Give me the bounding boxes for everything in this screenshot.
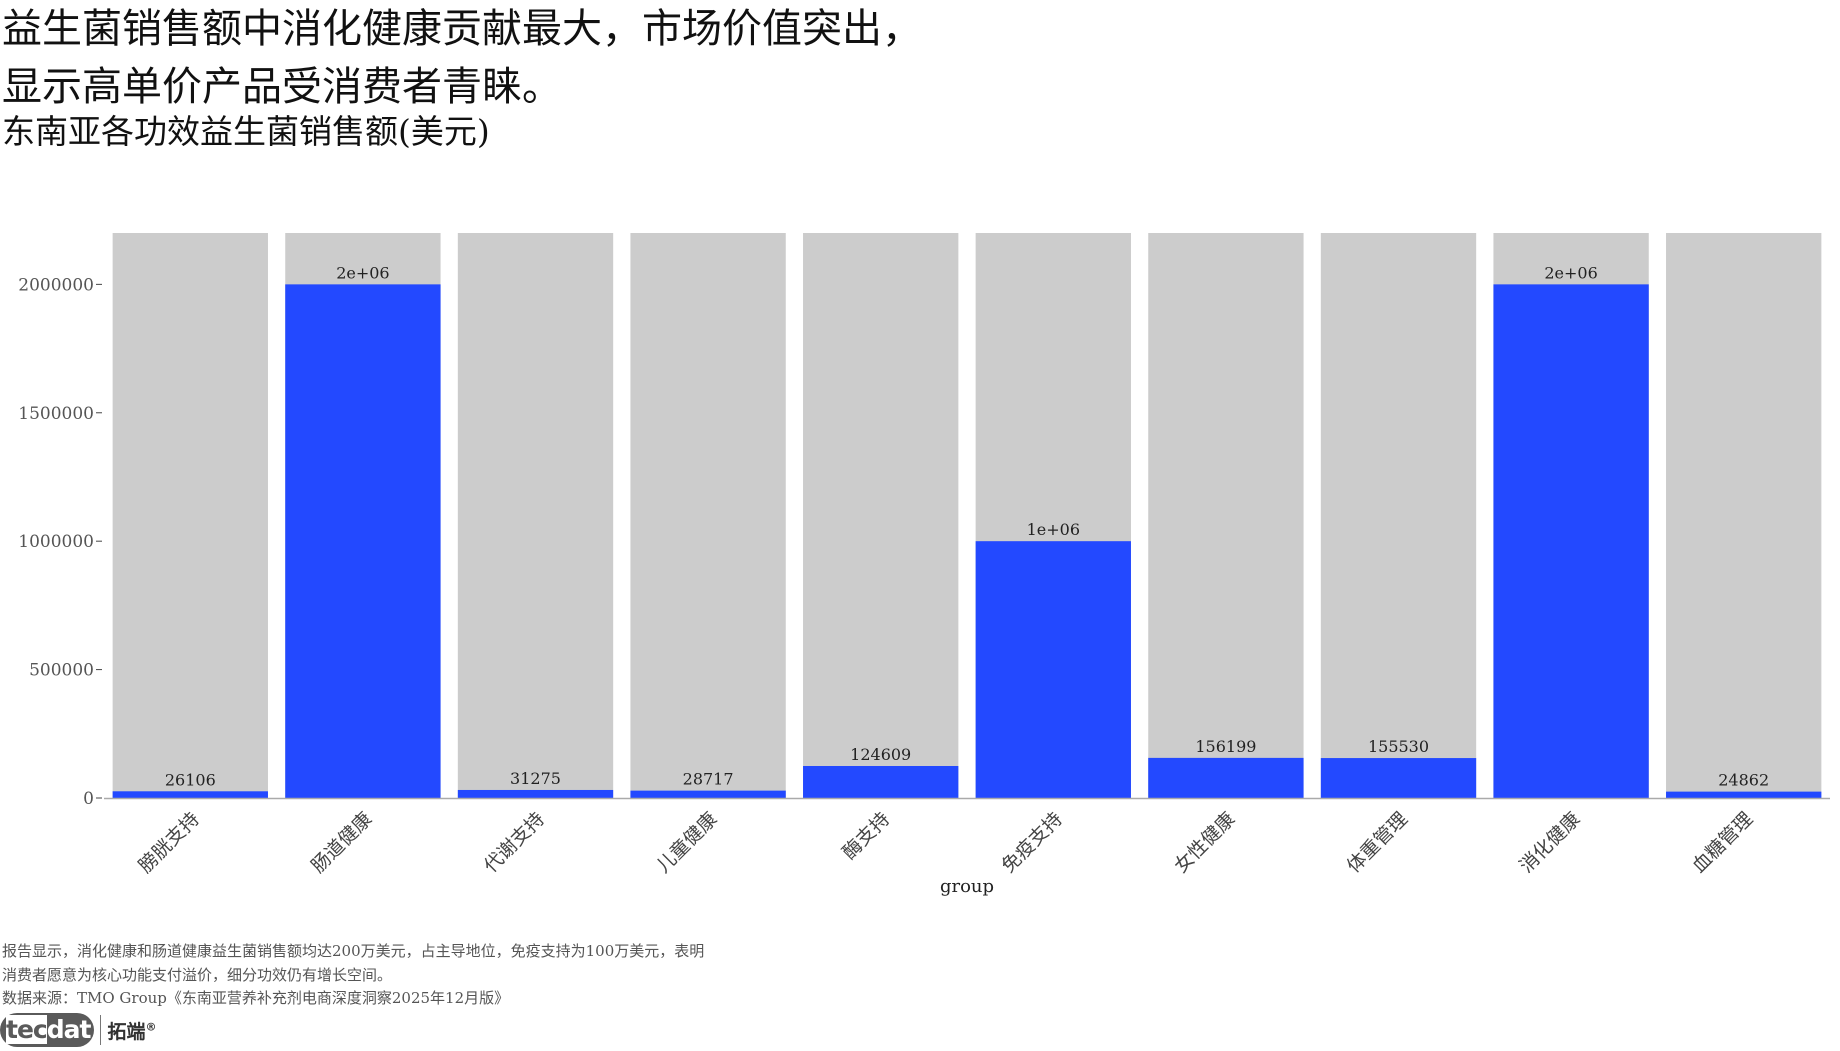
background-bar — [1320, 233, 1477, 798]
chart-title-line-2: 显示高单价产品受消费者青睐。 — [2, 64, 562, 110]
data-label: 156199 — [1195, 737, 1256, 756]
background-bar — [803, 233, 959, 798]
data-label: 2e+06 — [1544, 263, 1597, 282]
data-bar — [112, 791, 268, 798]
y-tick-label: 1500000 — [18, 404, 94, 424]
x-tick-label: 体重管理 — [1343, 808, 1412, 877]
data-label: 28717 — [683, 770, 734, 789]
caption-line-2: 消费者愿意为核心功能支付溢价，细分功效仍有增长空间。 — [2, 965, 393, 984]
background-bar — [1666, 233, 1822, 798]
x-tick-label: 儿童健康 — [652, 808, 721, 877]
x-tick-label: 免疫支持 — [998, 808, 1067, 877]
data-label: 24862 — [1718, 771, 1769, 790]
logo-text: 拓端® — [107, 1017, 156, 1044]
chart-title: 益生菌销售额中消化健康贡献最大，市场价值突出， 显示高单价产品受消费者青睐。 — [2, 0, 1202, 116]
background-bar — [457, 233, 614, 798]
x-axis-title: group — [940, 876, 994, 897]
x-tick-label: 肠道健康 — [307, 808, 376, 877]
chart-caption: 报告显示，消化健康和肠道健康益生菌销售额均达200万美元，占主导地位，免疫支持为… — [2, 940, 782, 1011]
x-tick-label: 代谢支持 — [480, 808, 549, 877]
logo-cn: 拓端 — [107, 1020, 146, 1043]
bar-chart: 0 500000 1000000 1500000 2000000 26106 膀胱支持 2e+… — [18, 233, 1830, 897]
data-label: 31275 — [510, 769, 561, 788]
data-label: 124609 — [850, 745, 911, 764]
chart-subtitle: 东南亚各功效益生菌销售额(美元) — [2, 112, 490, 151]
chart-title-line-1: 益生菌销售额中消化健康贡献最大，市场价值突出， — [2, 6, 922, 52]
caption-source: 数据来源：TMO Group《东南亚营养补充剂电商深度洞察2025年12月版》 — [2, 989, 510, 1007]
x-tick-label: 酶支持 — [838, 808, 894, 864]
data-bar — [1666, 791, 1822, 798]
y-tick-label: 500000 — [29, 661, 94, 681]
data-bar — [285, 284, 441, 798]
data-label: 1e+06 — [1027, 520, 1080, 539]
logo-mark-a: tec — [6, 1015, 48, 1044]
x-tick-label: 女性健康 — [1170, 808, 1239, 877]
x-tick-label: 血糖管理 — [1688, 808, 1757, 877]
data-bar — [1493, 284, 1649, 798]
logo-mark: tecdat — [0, 1013, 95, 1047]
data-label: 155530 — [1368, 737, 1429, 756]
x-tick-label: 消化健康 — [1515, 808, 1584, 877]
logo-reg: ® — [145, 1020, 157, 1034]
caption-line-1: 报告显示，消化健康和肠道健康益生菌销售额均达200万美元，占主导地位，免疫支持为… — [2, 942, 705, 960]
data-label: 2e+06 — [336, 263, 389, 282]
data-bar — [803, 765, 959, 798]
data-bar — [457, 789, 614, 798]
background-bar — [112, 233, 268, 798]
data-bar — [975, 541, 1131, 798]
logo-mark-b: dat — [46, 1015, 92, 1044]
data-bar — [1148, 757, 1304, 798]
tecdat-logo: tecdat 拓端® — [0, 1012, 156, 1048]
y-tick-label: 1000000 — [18, 532, 94, 552]
data-label: 26106 — [165, 770, 216, 789]
x-tick-label: 膀胱支持 — [135, 808, 204, 877]
y-tick-label: 2000000 — [18, 275, 94, 295]
logo-divider — [100, 1015, 102, 1045]
background-bar — [1148, 233, 1304, 798]
background-bar — [630, 233, 786, 798]
y-tick-label: 0 — [83, 789, 94, 809]
data-bar — [630, 790, 786, 798]
data-bar — [1320, 758, 1477, 798]
